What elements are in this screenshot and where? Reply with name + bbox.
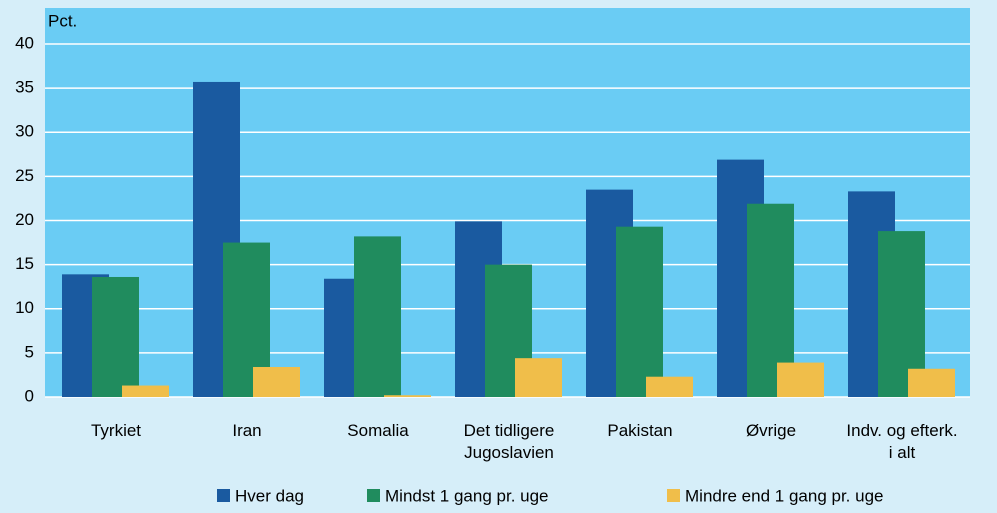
y-tick-label: 25 (15, 166, 34, 185)
y-tick-label: 5 (25, 342, 34, 361)
legend-swatch (217, 489, 230, 502)
x-tick-label: Øvrige (745, 421, 797, 440)
x-tick-label: Pakistan (607, 421, 673, 440)
bar (908, 368, 955, 397)
y-tick-label: 40 (15, 33, 34, 52)
bar (616, 226, 663, 397)
bar (777, 362, 824, 397)
legend-swatch (667, 489, 680, 502)
y-tick-label: 15 (15, 254, 34, 273)
bar (92, 276, 139, 397)
bar (354, 236, 401, 397)
legend-label: Mindst 1 gang pr. uge (385, 486, 549, 505)
bar (515, 358, 562, 397)
x-tick-label: Tyrkiet (90, 421, 142, 440)
y-axis-label: Pct. (48, 11, 77, 30)
legend-label: Mindre end 1 gang pr. uge (685, 486, 883, 505)
bar (253, 366, 300, 397)
y-tick-label: 20 (15, 210, 34, 229)
y-tick-label: 35 (15, 78, 34, 97)
legend-swatch (367, 489, 380, 502)
bar (122, 385, 169, 397)
bar (646, 376, 693, 397)
x-tick-label: Det tidligere Jugoslavien (463, 421, 555, 462)
y-tick-label: 10 (15, 298, 34, 317)
x-tick-label: Somalia (347, 421, 409, 440)
y-tick-label: 0 (25, 386, 34, 405)
y-tick-label: 30 (15, 122, 34, 141)
bar (384, 395, 431, 397)
x-tick-label: Iran (232, 421, 262, 440)
x-tick-label: Indv. og efterk. i alt (846, 421, 958, 462)
legend-label: Hver dag (235, 486, 304, 505)
